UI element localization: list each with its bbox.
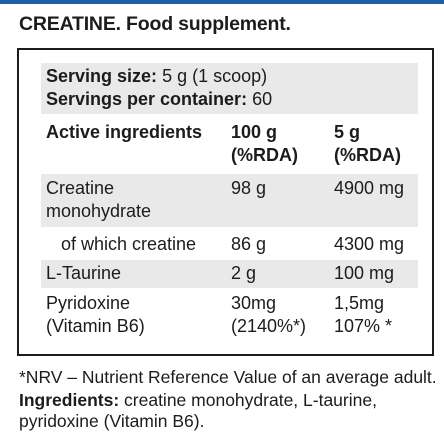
ingredient-name: Pyridoxine (46, 293, 131, 313)
header-5g: 5 g (334, 122, 361, 142)
value-per-100g: 86 g (231, 234, 267, 254)
value-per-5g: 4900 mg (334, 178, 405, 198)
value-per-100g: 2 g (231, 263, 257, 283)
servings-per-container: Servings per container: 60 (46, 88, 272, 111)
top-accent-rule (0, 0, 444, 4)
ingredient-name-line2: monohydrate (46, 201, 152, 221)
table-row: Creatine monohydrate 98 g 4900 mg (41, 174, 418, 227)
ingredients-line: Ingredients: creatine monohydrate, L-tau… (19, 389, 444, 411)
value-per-100g: 98 g (231, 178, 267, 198)
page-title: CREATINE. Food supplement. (19, 13, 291, 35)
ingredients-text: creatine monohydrate, L-taurine, (124, 390, 377, 410)
serving-size: Serving size: 5 g (1 scoop) (46, 65, 267, 88)
table-row: L-Taurine 2 g 100 mg (41, 260, 418, 288)
serving-info: Serving size: 5 g (1 scoop) Servings per… (41, 63, 418, 114)
header-5g-rda: (%RDA) (334, 145, 401, 165)
nrv-footnote: *NRV – Nutrient Reference Value of an av… (19, 367, 437, 387)
table-row: Pyridoxine (Vitamin B6) 30mg (2140%*) 1,… (41, 290, 418, 344)
nutrition-panel: Serving size: 5 g (1 scoop) Servings per… (17, 48, 434, 356)
value-per-5g: 4300 mg (334, 234, 405, 254)
ingredient-name: of which creatine (61, 234, 197, 254)
ingredients-label: Ingredients: (19, 390, 120, 410)
value-per-5g-rda: 107% * (334, 316, 393, 336)
header-100g-rda: (%RDA) (231, 145, 298, 165)
servings-per-container-value: 60 (252, 89, 273, 109)
servings-per-container-label: Servings per container: (46, 89, 248, 109)
ingredient-name-line2: (Vitamin B6) (46, 316, 145, 336)
value-per-100g: 30mg (231, 293, 277, 313)
ingredients-line-2: pyridoxine (Vitamin B6). (19, 411, 205, 431)
header-active-ingredients: Active ingredients (46, 122, 203, 142)
header-100g: 100 g (231, 122, 278, 142)
ingredient-name: Creatine (46, 178, 115, 198)
table-header: Active ingredients 100 g (%RDA) 5 g (%RD… (41, 119, 418, 170)
value-per-5g: 100 mg (334, 263, 395, 283)
serving-size-value: 5 g (1 scoop) (162, 66, 268, 86)
serving-size-label: Serving size: (46, 66, 158, 86)
value-per-100g-rda: (2140%*) (231, 316, 307, 336)
value-per-5g: 1,5mg (334, 293, 385, 313)
table-row: of which creatine 86 g 4300 mg (41, 230, 418, 259)
ingredient-name: L-Taurine (46, 263, 122, 283)
